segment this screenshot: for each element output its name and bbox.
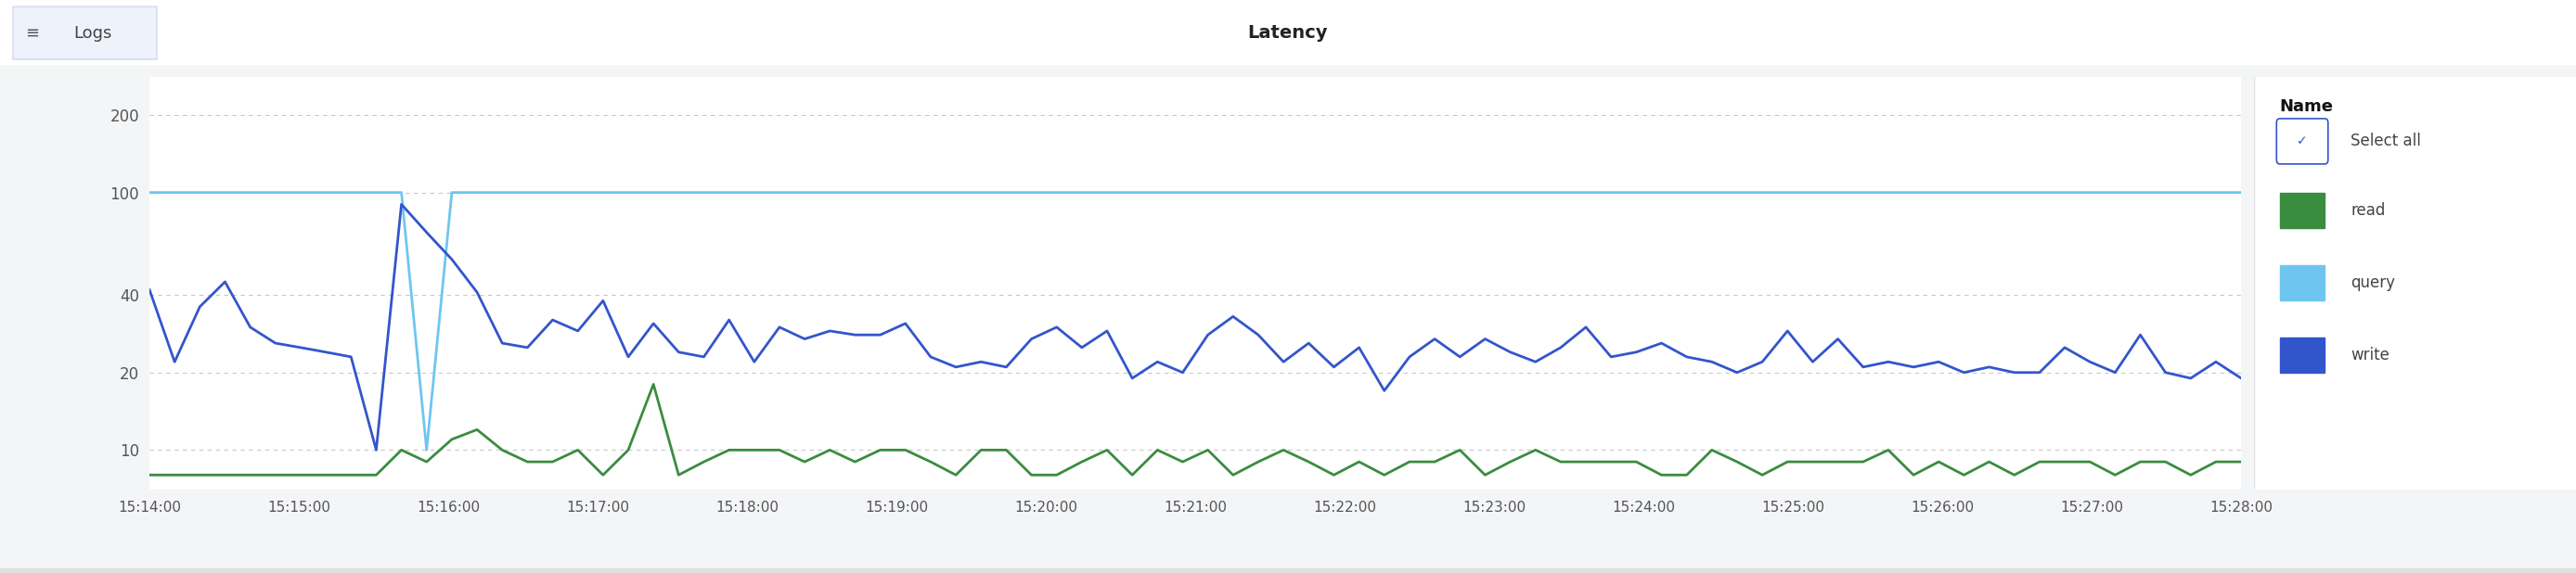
Text: Latency: Latency (1247, 24, 1329, 42)
Bar (2280, 337, 2324, 372)
Text: write: write (2349, 347, 2391, 363)
Text: query: query (2349, 274, 2396, 291)
Text: Select all: Select all (2349, 133, 2421, 150)
FancyBboxPatch shape (13, 6, 157, 60)
Text: read: read (2349, 202, 2385, 219)
FancyBboxPatch shape (2277, 119, 2329, 164)
Bar (2280, 193, 2324, 228)
Text: Name: Name (2280, 98, 2334, 115)
Text: ≡: ≡ (26, 25, 39, 41)
Text: Logs: Logs (75, 25, 111, 41)
Text: ✓: ✓ (2298, 135, 2308, 148)
Bar (2280, 265, 2324, 300)
